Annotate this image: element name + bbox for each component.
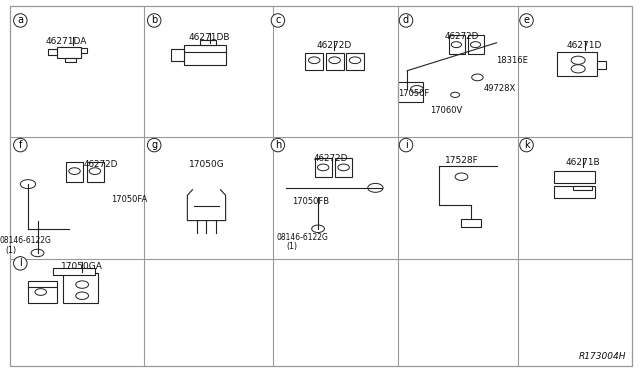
Text: 46272D: 46272D — [444, 32, 479, 41]
Text: (1): (1) — [6, 246, 17, 254]
FancyBboxPatch shape — [63, 273, 98, 303]
Text: 46272D: 46272D — [84, 160, 118, 169]
Circle shape — [472, 74, 483, 81]
Text: R173004H: R173004H — [579, 352, 626, 361]
Text: 49728X: 49728X — [484, 84, 516, 93]
FancyBboxPatch shape — [54, 268, 95, 275]
FancyBboxPatch shape — [49, 49, 57, 55]
Text: 17050F: 17050F — [397, 89, 429, 98]
Circle shape — [451, 92, 460, 97]
Text: 17050FA: 17050FA — [111, 195, 147, 204]
Text: 46271DB: 46271DB — [189, 33, 230, 42]
Circle shape — [312, 225, 324, 232]
Circle shape — [76, 281, 88, 288]
FancyBboxPatch shape — [397, 82, 423, 102]
Circle shape — [349, 57, 361, 64]
FancyBboxPatch shape — [65, 58, 76, 62]
Text: 08146-6122G: 08146-6122G — [0, 236, 51, 245]
Circle shape — [451, 42, 461, 48]
Text: 46271B: 46271B — [565, 158, 600, 167]
FancyBboxPatch shape — [86, 162, 104, 182]
Text: l: l — [19, 259, 22, 268]
FancyBboxPatch shape — [468, 35, 484, 54]
FancyBboxPatch shape — [596, 61, 605, 69]
FancyBboxPatch shape — [461, 219, 481, 227]
Circle shape — [20, 180, 36, 189]
Text: k: k — [524, 140, 529, 150]
FancyBboxPatch shape — [557, 52, 596, 76]
Text: d: d — [403, 16, 409, 25]
FancyBboxPatch shape — [315, 158, 332, 177]
FancyBboxPatch shape — [346, 53, 364, 70]
Text: 46271D: 46271D — [567, 41, 602, 50]
FancyBboxPatch shape — [172, 49, 184, 61]
Circle shape — [368, 183, 383, 192]
Circle shape — [35, 289, 47, 295]
FancyBboxPatch shape — [305, 53, 323, 70]
Text: f: f — [19, 140, 22, 150]
FancyBboxPatch shape — [449, 35, 465, 54]
Text: 08146-6122G: 08146-6122G — [276, 232, 328, 241]
FancyBboxPatch shape — [326, 53, 344, 70]
Circle shape — [455, 173, 468, 180]
Text: 17060V: 17060V — [429, 106, 462, 115]
Circle shape — [410, 86, 423, 93]
Circle shape — [89, 168, 100, 174]
FancyBboxPatch shape — [554, 186, 595, 198]
Text: c: c — [275, 16, 280, 25]
FancyBboxPatch shape — [57, 46, 81, 58]
Circle shape — [571, 65, 585, 73]
Circle shape — [308, 57, 320, 64]
Circle shape — [338, 164, 349, 171]
Text: 17050GA: 17050GA — [61, 262, 103, 271]
Text: g: g — [151, 140, 157, 150]
Text: h: h — [275, 140, 281, 150]
Text: 18316E: 18316E — [497, 56, 529, 65]
Circle shape — [470, 42, 481, 48]
Text: 17050G: 17050G — [189, 160, 225, 169]
Text: 46271DA: 46271DA — [45, 37, 87, 46]
FancyBboxPatch shape — [28, 281, 57, 303]
Text: 17050FB: 17050FB — [292, 197, 330, 206]
FancyBboxPatch shape — [66, 162, 83, 182]
Text: i: i — [404, 140, 408, 150]
FancyBboxPatch shape — [573, 186, 592, 190]
Text: 46272D: 46272D — [316, 41, 351, 50]
Text: a: a — [17, 16, 23, 25]
Text: 17528F: 17528F — [445, 156, 478, 165]
FancyBboxPatch shape — [200, 40, 216, 45]
Circle shape — [31, 249, 44, 257]
FancyBboxPatch shape — [184, 45, 226, 65]
Circle shape — [317, 164, 329, 171]
Text: e: e — [524, 16, 529, 25]
Text: 46272D: 46272D — [314, 154, 348, 163]
Text: (1): (1) — [286, 242, 298, 251]
FancyBboxPatch shape — [554, 171, 595, 183]
Circle shape — [76, 292, 88, 299]
FancyBboxPatch shape — [81, 48, 87, 53]
Circle shape — [571, 56, 585, 64]
Circle shape — [68, 168, 80, 174]
Circle shape — [329, 57, 340, 64]
Text: b: b — [151, 16, 157, 25]
FancyBboxPatch shape — [335, 158, 353, 177]
